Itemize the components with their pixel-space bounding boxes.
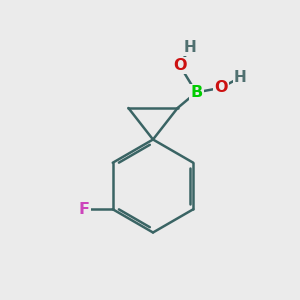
Text: O: O: [214, 80, 228, 95]
Text: F: F: [79, 202, 90, 217]
Text: B: B: [190, 85, 202, 100]
Text: H: H: [184, 40, 197, 55]
Text: H: H: [234, 70, 247, 85]
Text: O: O: [173, 58, 187, 73]
